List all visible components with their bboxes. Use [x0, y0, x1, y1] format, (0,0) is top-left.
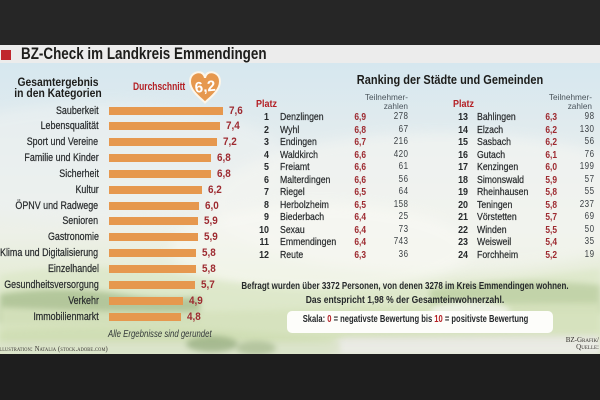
svg-text:6,2: 6,2 — [194, 77, 217, 96]
